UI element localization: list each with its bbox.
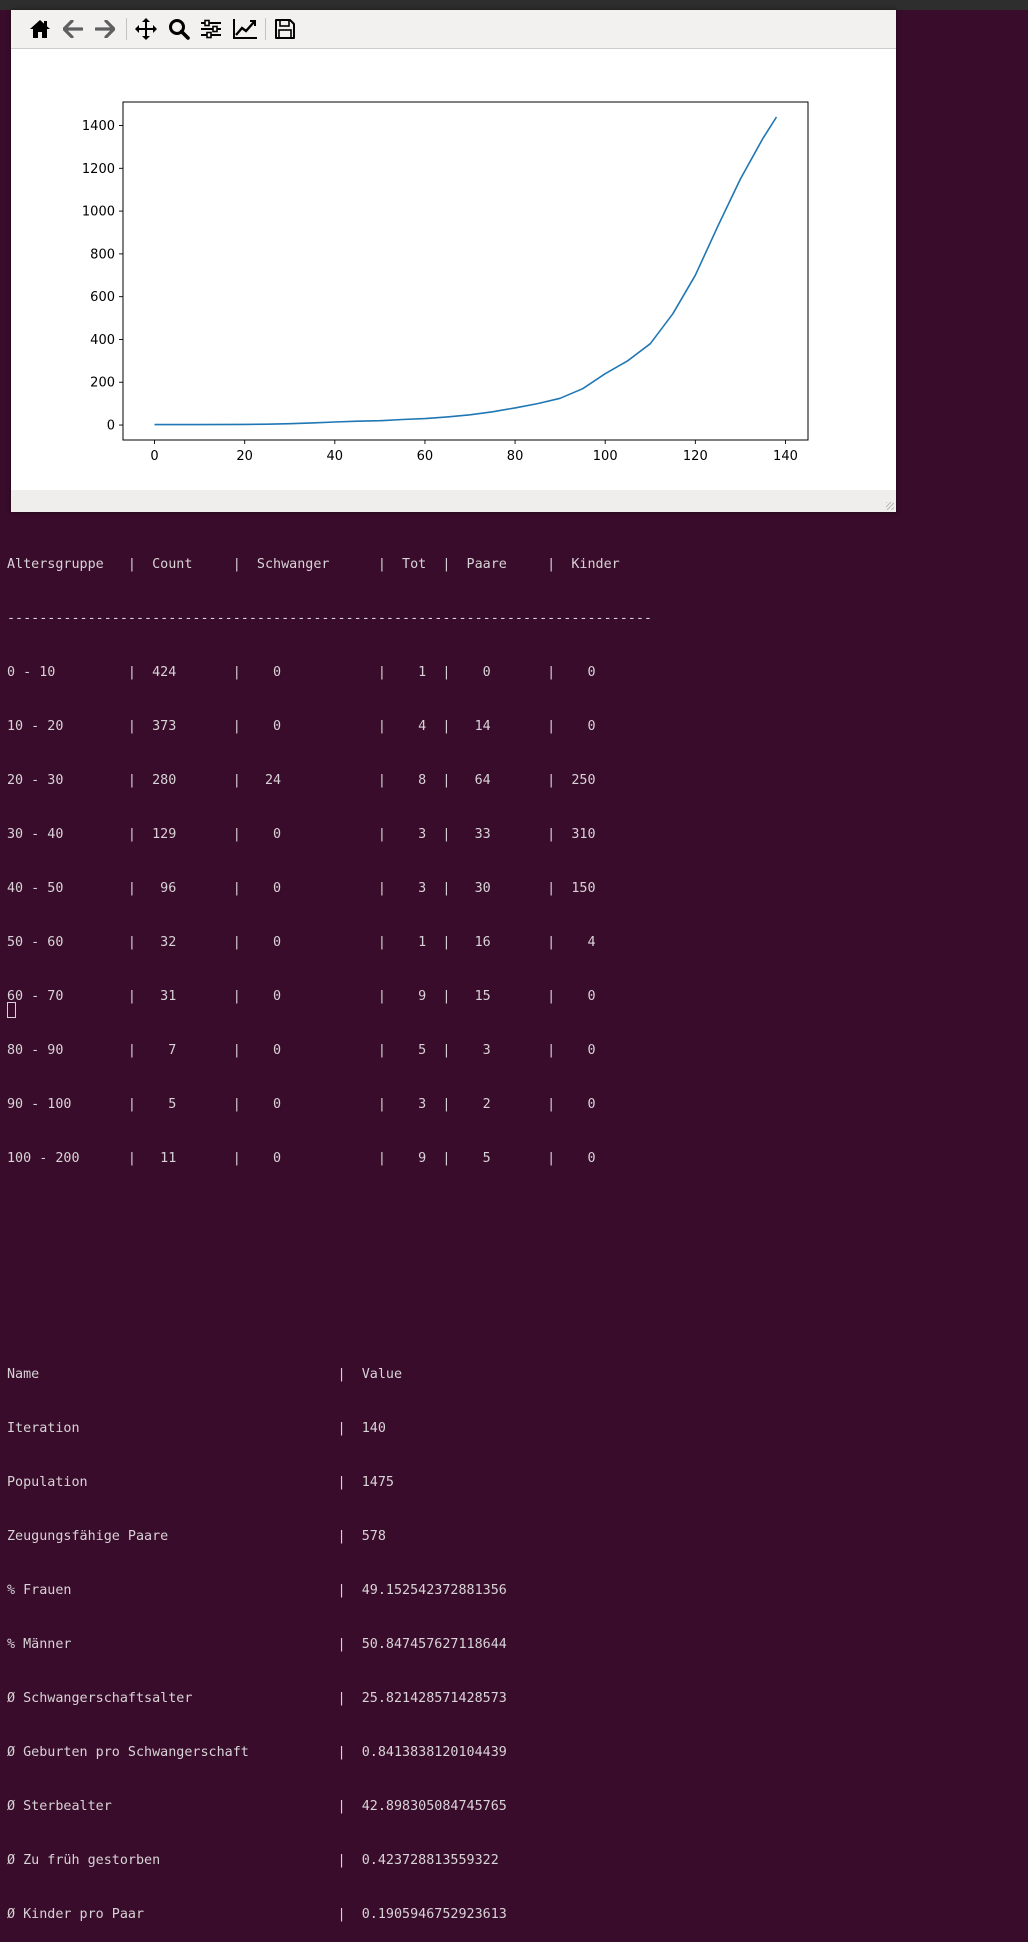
resize-grip-icon[interactable]	[886, 502, 894, 510]
blank-line	[7, 1312, 652, 1330]
table-row: Ø Zu früh gestorben | 0.423728813559322	[7, 1853, 499, 1868]
y-tick-label: 1400	[82, 119, 115, 134]
table-row: 0 - 10 | 424 | 0 | 1 | 0 | 0	[7, 665, 596, 680]
configure-subplots-icon	[201, 19, 221, 39]
terminal-output: Altersgruppe | Count | Schwanger | Tot |…	[7, 520, 652, 1942]
status-bar	[11, 490, 896, 512]
axes-frame	[122, 101, 809, 441]
back-arrow-icon	[63, 20, 83, 38]
table-row: Iteration | 140	[7, 1421, 386, 1436]
table-row: Ø Geburten pro Schwangerschaft | 0.84138…	[7, 1745, 507, 1760]
toolbar-separator	[126, 18, 127, 40]
table-row: % Männer | 50.847457627118644	[7, 1637, 507, 1652]
subplots-button[interactable]	[197, 15, 225, 43]
x-tick-label: 140	[773, 449, 798, 464]
forward-arrow-icon	[95, 20, 115, 38]
x-tick-label: 40	[327, 449, 344, 464]
x-tick-label: 120	[683, 449, 708, 464]
table-row: Ø Schwangerschaftsalter | 25.82142857142…	[7, 1691, 507, 1706]
desktop-top-strip	[0, 0, 1028, 10]
forward-button[interactable]	[91, 15, 119, 43]
line-chart: 0 20 40 60 80 100 120 1400200400600800100012001…	[82, 101, 809, 464]
table-row: 20 - 30 | 280 | 24 | 8 | 64 | 250	[7, 773, 596, 788]
x-tick-label: 80	[507, 449, 524, 464]
pan-move-icon	[135, 18, 157, 40]
y-tick-label: 1000	[82, 205, 115, 220]
age-table-header: Altersgruppe | Count | Schwanger | Tot |…	[7, 557, 620, 572]
data-series-line	[154, 116, 778, 426]
table-row: 30 - 40 | 129 | 0 | 3 | 33 | 310	[7, 827, 596, 842]
figure-canvas[interactable]: 0 20 40 60 80 100 120 140 0 200 400 600 800 1000 1200 1…	[11, 49, 896, 490]
edit-curve-button[interactable]	[231, 15, 259, 43]
blank-line	[7, 1204, 652, 1222]
table-row: % Frauen | 49.152542372881356	[7, 1583, 507, 1598]
table-row: Ø Kinder pro Paar | 0.1905946752923613	[7, 1907, 507, 1922]
table-row: Population | 1475	[7, 1475, 394, 1490]
table-row: 60 - 70 | 31 | 0 | 9 | 15 | 0	[7, 989, 596, 1004]
x-tick-label: 60	[417, 449, 434, 464]
y-tick-label: 0	[107, 419, 115, 434]
table-row: 50 - 60 | 32 | 0 | 1 | 16 | 4	[7, 935, 596, 950]
home-icon	[30, 20, 50, 38]
edit-axis-line-icon	[233, 19, 257, 39]
table-row: 100 - 200 | 11 | 0 | 9 | 5 | 0	[7, 1151, 596, 1166]
navigation-toolbar	[11, 10, 896, 49]
x-tick-label: 100	[593, 449, 618, 464]
save-floppy-icon	[275, 19, 295, 39]
figure-window[interactable]: 0 20 40 60 80 100 120 140 0 200 400 600 800 1000 1200 1…	[11, 10, 896, 512]
table-row: 40 - 50 | 96 | 0 | 3 | 30 | 150	[7, 881, 596, 896]
table-row: 90 - 100 | 5 | 0 | 3 | 2 | 0	[7, 1097, 596, 1112]
y-tick-label: 1200	[82, 162, 115, 177]
zoom-magnifier-icon	[169, 19, 190, 40]
table-row: 80 - 90 | 7 | 0 | 5 | 3 | 0	[7, 1043, 596, 1058]
pan-button[interactable]	[132, 15, 160, 43]
y-tick-label: 200	[90, 376, 115, 391]
table-row: Ø Sterbealter | 42.898305084745765	[7, 1799, 507, 1814]
age-table-separator: ----------------------------------------…	[7, 611, 652, 626]
y-tick-label: 400	[90, 333, 115, 348]
home-button[interactable]	[26, 15, 54, 43]
zoom-button[interactable]	[165, 15, 193, 43]
back-button[interactable]	[59, 15, 87, 43]
blank-line	[7, 1258, 652, 1276]
x-tick-label: 20	[236, 449, 253, 464]
stats-table-header: Name | Value	[7, 1367, 403, 1382]
y-tick-label: 600	[90, 290, 115, 305]
table-row: Zeugungsfähige Paare | 578	[7, 1529, 386, 1544]
terminal-cursor[interactable]	[7, 1002, 16, 1018]
x-tick-label: 0	[150, 449, 158, 464]
toolbar-separator	[265, 18, 266, 40]
save-button[interactable]	[271, 15, 299, 43]
table-row: 10 - 20 | 373 | 0 | 4 | 14 | 0	[7, 719, 596, 734]
y-tick-label: 800	[90, 247, 115, 262]
